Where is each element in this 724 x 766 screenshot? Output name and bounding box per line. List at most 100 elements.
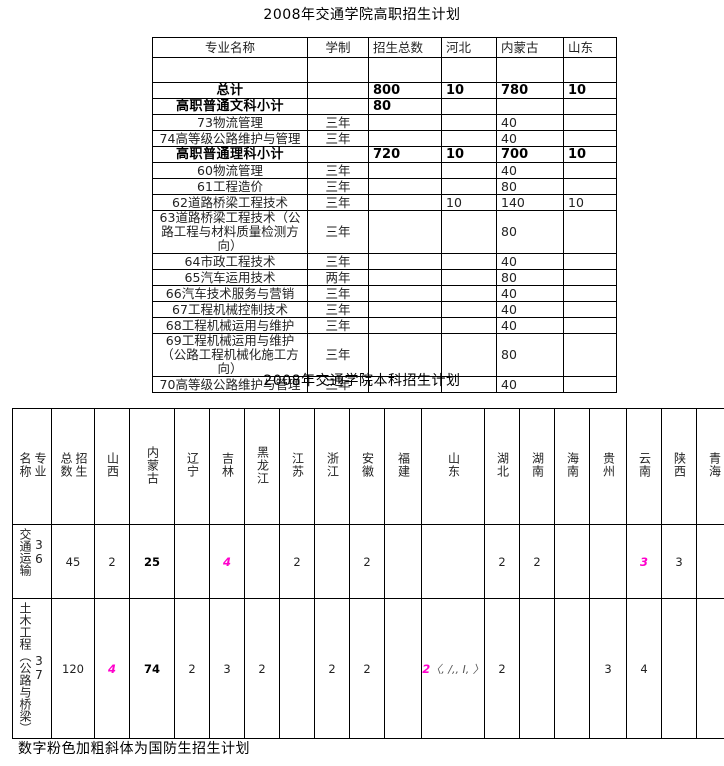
quota-cell [563,376,617,393]
quota-cell: 720 [368,146,442,163]
quota-cell [496,98,564,115]
undergrad-column-header: 福建 [384,408,422,525]
table-row: 69工程机械运用与维护（公路工程机械化施工方向） 三年 80 [152,333,617,377]
table-row: 61工程造价 三年 80 [152,178,617,195]
major-name-cell: 67工程机械控制技术 [152,301,308,318]
quota-cell: 三年 [307,114,369,131]
quota-cell: 三年 [307,285,369,302]
major-name-cell: 高职普通理科小计 [152,146,308,163]
vertical-header-text: 专业 名称 [18,452,47,478]
quota-cell [441,210,497,254]
quota-cell [554,524,590,599]
quota-cell [368,285,442,302]
quota-cell [368,114,442,131]
vertical-header-text: 招生 总数 [59,452,88,478]
quota-cell [441,57,497,83]
quota-cell: 40 [496,301,564,318]
quota-cell: 三年 [307,210,369,254]
vertical-major-name-text: 36 交通运输 [18,528,46,576]
quota-cell: 三年 [307,253,369,270]
major-name-cell: 60物流管理 [152,162,308,179]
vertical-header-text: 辽宁 [185,452,200,478]
major-name-text: 69工程机械运用与维护（公路工程机械化施工方向） [161,333,299,376]
table-row: 74高等级公路维护与管理 三年 40 [152,130,617,147]
table-row: 63道路桥梁工程技术（公路工程与材料质量检测方向） 三年 80 [152,210,617,254]
quota-cell: 40 [496,162,564,179]
quota-cell: 3 [661,524,697,599]
major-name-cell: 64市政工程技术 [152,253,308,270]
major-name-cell: 68工程机械运用与维护 [152,317,308,334]
major-name-cell: 37 土木工程（公路与桥梁） [12,598,52,739]
major-name-cell: 36 交通运输 [12,524,52,599]
quota-cell: 2〈, /,, I, 〉 [421,598,485,739]
quota-cell: 80 [496,333,564,377]
vocational-header-row: 专业名称 学制 招生总数 河北 内蒙古 山东 [152,37,617,58]
table-row: 65汽车运用技术 两年 80 [152,269,617,286]
quota-cell [307,146,369,163]
quota-cell: 2 [349,524,385,599]
quota-cell: 4 [209,524,245,599]
quota-cell: 80 [496,269,564,286]
quota-cell [563,269,617,286]
quota-cell: 两年 [307,269,369,286]
undergrad-column-header: 青海 [696,408,724,525]
undergrad-column-header: 云南 [626,408,662,525]
quota-cell: 三年 [307,130,369,147]
quota-cell: 40 [496,285,564,302]
undergrad-column-header: 招生 总数 [51,408,95,525]
quota-cell [384,598,422,739]
undergrad-column-header: 内蒙古 [129,408,175,525]
table-row: 62道路桥梁工程技术 三年 10 140 10 [152,194,617,211]
quota-cell: 2 [484,598,520,739]
quota-cell [368,210,442,254]
vertical-header-text: 安徽 [360,452,375,478]
quota-cell [563,333,617,377]
undergrad-column-header: 辽宁 [174,408,210,525]
quota-cell: 三年 [307,317,369,334]
vertical-header-text: 吉林 [220,452,235,478]
undergrad-column-header: 陕西 [661,408,697,525]
quota-cell: 2 [484,524,520,599]
quota-cell: 80 [496,178,564,195]
quota-cell [441,317,497,334]
quota-cell: 40 [496,376,564,393]
quota-cell [279,598,315,739]
table-row: 66汽车技术服务与营销 三年 40 [152,285,617,302]
quota-cell: 2 [244,598,280,739]
quota-cell: 2 [349,598,385,739]
quota-cell [244,524,280,599]
vertical-header-text: 内蒙古 [145,445,160,485]
undergrad-column-header: 山西 [94,408,130,525]
quota-value: 74 [143,661,160,676]
quota-cell [314,524,350,599]
quota-cell: 45 [51,524,95,599]
quota-cell [368,333,442,377]
quota-cell [441,301,497,318]
quota-cell: 10 [441,146,497,163]
major-name-text: 63道路桥梁工程技术（公路工程与材料质量检测方向） [159,210,301,253]
major-name-cell: 高职普通文科小计 [152,98,308,115]
quota-cell [519,598,555,739]
quota-value: 25 [143,554,160,569]
quota-cell [563,114,617,131]
vocational-column-header: 山东 [563,37,617,58]
quota-cell [563,130,617,147]
vocational-plan-title: 2008年交通学院高职招生计划 [263,7,461,23]
quota-cell [421,524,485,599]
table-row: 64市政工程技术 三年 40 [152,253,617,270]
quota-cell: 140 [496,194,564,211]
undergrad-column-header: 浙江 [314,408,350,525]
major-name-cell: 74高等级公路维护与管理 [152,130,308,147]
quota-cell: 40 [496,253,564,270]
quota-cell [307,98,369,115]
defense-quota-value: 4 [107,661,116,676]
quota-cell [696,598,724,739]
quota-cell: 三年 [307,178,369,195]
quota-cell: 4 [626,598,662,739]
quota-cell: 10 [441,82,497,99]
table-row: 37 土木工程（公路与桥梁） 120 4 74 2 3 2 2 2 2〈, /,, I, 〉 2 3 4… [12,598,724,739]
major-name-cell: 69工程机械运用与维护（公路工程机械化施工方向） [152,333,308,377]
vertical-header-text: 山西 [105,452,120,478]
quota-cell [496,57,564,83]
quota-cell [368,57,442,83]
